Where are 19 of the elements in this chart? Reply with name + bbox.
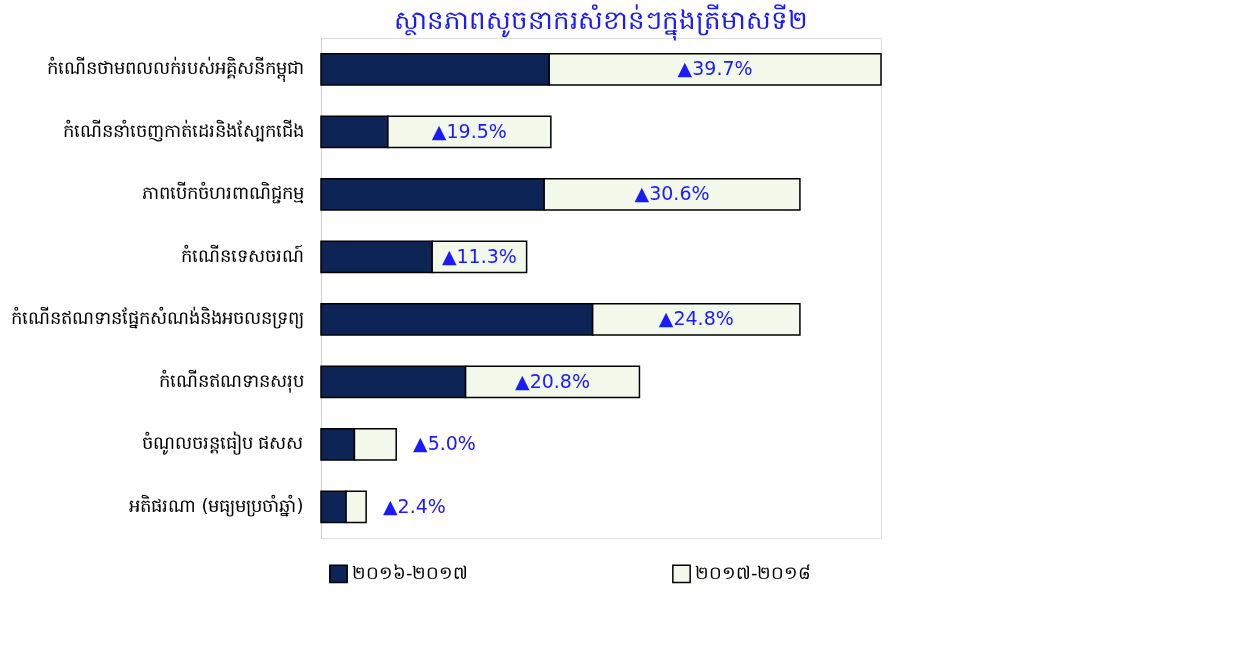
chart-title: ស្ថានភាពសូចនាករសំខាន់ៗក្នុងត្រីមាសទី២ <box>394 4 808 41</box>
data-label: ▲30.6% <box>634 182 710 205</box>
data-label: ▲24.8% <box>658 307 734 330</box>
y-tick-label: ចំណូលចរន្តធៀប ផសស <box>141 431 304 456</box>
y-tick-label: កំណើនឥណទានសរុប <box>158 368 304 393</box>
data-label: ▲19.5% <box>431 119 507 142</box>
data-label: ▲20.8% <box>515 369 591 392</box>
y-tick-label: ភាពបើកចំហរពាណិជ្ជកម្ម <box>141 181 304 205</box>
data-label: ▲39.7% <box>677 57 753 80</box>
y-tick-label: កំណើនថាមពលលក់របស់អគ្គិសនីកម្ពុជា <box>46 56 304 83</box>
y-tick-label: កំណើនឥណទានផ្នែកសំណង់និងអចលនទ្រព្យ <box>10 306 304 330</box>
y-tick-label: អតិផរណា (មធ្យមប្រចាំឆ្នាំ) <box>128 493 304 517</box>
data-label: ▲11.3% <box>441 244 517 267</box>
data-label: ▲5.0% <box>413 432 476 455</box>
y-tick-label: កំណើនទេសចរណ៍ <box>180 243 304 266</box>
data-label: ▲2.4% <box>382 494 446 517</box>
legend-label: ២០១៧-២០១៨ <box>695 561 812 583</box>
legend-label: ២០១៦-២០១៧ <box>352 561 469 583</box>
y-tick-label: កំណើននាំចេញកាត់ដេរនិងស្បែកជើង <box>62 118 304 142</box>
